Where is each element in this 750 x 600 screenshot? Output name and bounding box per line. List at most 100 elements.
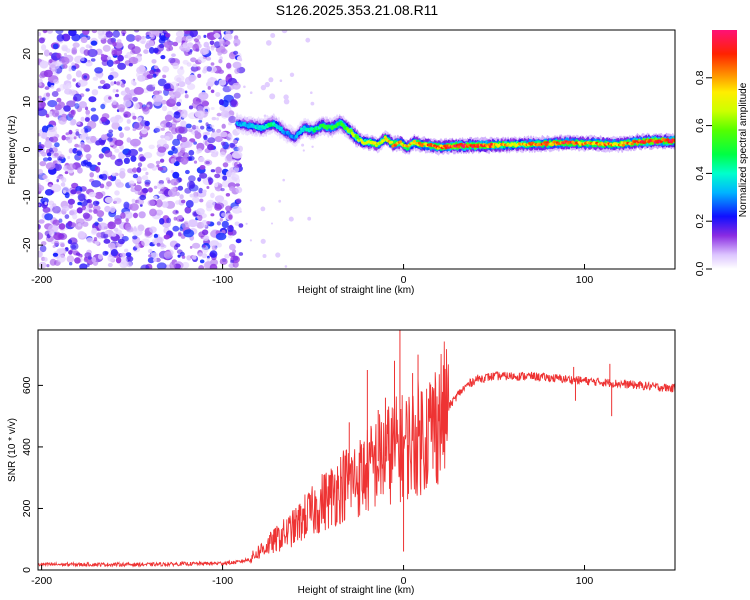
noise-speck [275,252,281,258]
noise-speck [198,119,203,123]
noise-speck [107,221,116,230]
noise-speck [46,152,52,157]
signal-cell [412,139,416,143]
noise-speck [143,49,149,54]
noise-speck [55,30,64,35]
noise-speck [110,249,118,257]
noise-speck [222,175,228,181]
noise-speck [125,252,132,257]
noise-speck [68,203,73,209]
noise-speck [86,237,94,243]
noise-speck [114,139,124,146]
noise-speck [233,92,241,99]
x-tick-label: 100 [576,575,594,587]
noise-speck [266,40,272,46]
noise-speck [235,183,241,187]
noise-speck [76,121,81,125]
noise-speck [62,190,67,194]
noise-speck [97,253,104,260]
noise-speck [57,156,62,162]
noise-speck [114,93,120,98]
noise-speck [112,88,117,93]
noise-speck [80,36,88,43]
noise-speck [201,229,209,236]
noise-speck [220,141,226,146]
noise-speck [85,153,92,160]
noise-speck [237,161,240,165]
noise-speck [149,69,155,75]
noise-speck [170,169,174,174]
noise-speck [106,56,112,61]
noise-speck [169,95,177,104]
noise-speck [88,191,97,198]
noise-speck [164,135,170,141]
noise-speck [231,172,235,176]
noise-speck [45,162,56,170]
noise-speck [104,230,110,235]
noise-speck [188,175,196,183]
noise-speck [51,91,59,97]
noise-speck [231,206,242,214]
noise-speck [41,151,47,157]
colorbar: 0.0 0.2 0.4 0.6 0.8 Normalized spectral ampl… [694,30,749,276]
noise-speck [161,105,168,112]
noise-speck [126,119,131,124]
noise-speck [72,78,76,82]
signal-cell [390,140,394,144]
noise-speck [38,95,42,99]
noise-speck [120,252,127,258]
noise-speck [284,265,288,268]
noise-speck [47,100,58,108]
noise-speck [138,211,146,219]
noise-speck [213,32,221,39]
noise-speck [232,261,239,268]
noise-speck [98,33,106,40]
noise-speck [38,37,45,44]
noise-speck [219,105,226,112]
noise-speck [181,261,190,269]
noise-speck [61,135,66,141]
noise-speck [188,105,194,110]
noise-speck [214,173,221,179]
noise-speck [205,161,210,165]
noise-speck [199,172,208,179]
signal-cell [295,134,299,138]
noise-speck [44,201,48,205]
noise-speck [155,68,161,73]
noise-speck [214,136,223,143]
noise-speck [232,139,238,144]
noise-speck [133,122,144,130]
noise-speck [49,59,53,64]
noise-speck [179,194,184,200]
noise-speck [147,257,155,264]
noise-speck [99,79,106,85]
noise-speck [87,48,98,58]
noise-speck [104,205,111,213]
noise-speck [155,199,163,208]
noise-speck [192,242,201,249]
signal-cell [359,138,363,142]
noise-speck [90,114,99,122]
noise-speck [88,209,93,213]
noise-speck [76,150,83,156]
noise-speck [49,136,59,143]
noise-speck [199,259,205,264]
noise-speck [189,245,193,249]
noise-speck [68,30,77,37]
noise-speck [140,40,146,45]
noise-speck [196,35,202,40]
noise-speck [217,51,222,56]
noise-speck [282,178,286,182]
noise-speck [64,88,73,95]
noise-speck [86,263,90,267]
noise-speck [114,148,120,153]
noise-speck [197,148,203,154]
noise-speck [120,33,123,37]
noise-speck [173,216,177,221]
noise-speck [160,135,165,139]
spectrogram-signal-track [235,112,675,156]
noise-speck [38,184,45,192]
noise-speck [301,143,305,147]
noise-speck [269,93,276,100]
